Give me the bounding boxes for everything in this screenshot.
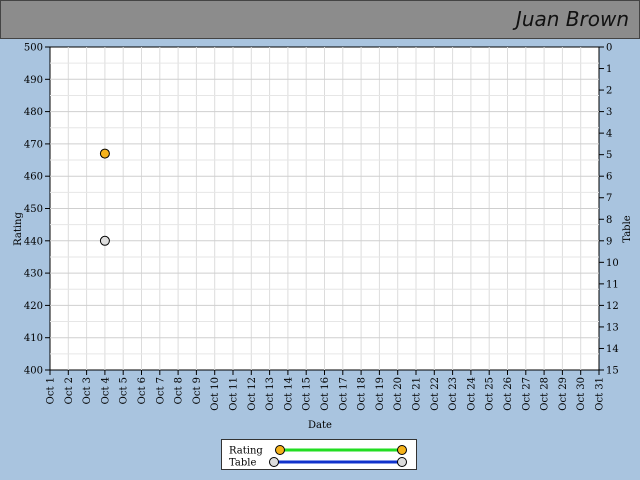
right-tick-label: 5 xyxy=(606,150,612,161)
left-tick-label: 460 xyxy=(24,172,43,183)
x-tick-label: Oct 3 xyxy=(82,377,93,404)
right-tick-label: 0 xyxy=(606,43,612,54)
x-tick-label: Oct 17 xyxy=(338,377,349,411)
left-tick-label: 430 xyxy=(24,269,43,280)
left-tick-label: 400 xyxy=(24,366,43,377)
left-tick-label: 500 xyxy=(24,43,43,54)
left-axis: 400 410 420 430 440 450 460 470 480 490 500 xyxy=(24,43,50,377)
right-tick-label: 10 xyxy=(606,258,619,269)
x-tick-label: Oct 29 xyxy=(558,377,569,411)
x-tick-label: Oct 25 xyxy=(485,377,496,411)
right-tick-label: 15 xyxy=(606,366,619,377)
x-tick-label: Oct 5 xyxy=(119,377,130,404)
x-tick-label: Oct 18 xyxy=(357,377,368,411)
x-tick-label: Oct 27 xyxy=(521,377,532,411)
x-tick-label: Oct 9 xyxy=(192,377,203,404)
point-rating xyxy=(99,148,110,159)
x-axis: Oct 1 Oct 2 Oct 3 Oct 4 Oct 5 Oct 6 Oct 7 Oct 8… xyxy=(46,370,606,411)
right-tick-label: 2 xyxy=(606,86,612,97)
x-tick-label: Oct 7 xyxy=(155,377,166,404)
left-tick-label: 420 xyxy=(24,301,43,312)
left-tick-label: 410 xyxy=(24,333,43,344)
left-tick-label: 480 xyxy=(24,107,43,118)
left-tick-label: 440 xyxy=(24,236,43,247)
x-tick-label: Oct 4 xyxy=(100,377,111,404)
data-points xyxy=(99,148,110,246)
right-tick-label: 12 xyxy=(606,301,619,312)
y-axis-label: Rating xyxy=(13,212,24,246)
x-tick-label: Oct 8 xyxy=(174,377,185,404)
right-tick-label: 4 xyxy=(606,129,612,140)
right-tick-label: 6 xyxy=(606,172,612,183)
left-tick-label: 450 xyxy=(24,204,43,215)
right-tick-label: 9 xyxy=(606,236,612,247)
x-tick-label: Oct 31 xyxy=(595,377,606,411)
x-tick-label: Oct 15 xyxy=(302,377,313,411)
legend-marker-rating xyxy=(275,445,285,455)
legend-marker-table xyxy=(269,457,279,467)
x-tick-label: Oct 26 xyxy=(503,377,514,411)
x-tick-label: Oct 28 xyxy=(540,377,551,411)
legend-label-rating: Rating xyxy=(229,446,263,457)
x-tick-label: Oct 2 xyxy=(64,377,75,404)
left-tick-label: 490 xyxy=(24,75,43,86)
right-tick-label: 13 xyxy=(606,322,619,333)
x-axis-label: Date xyxy=(308,420,332,431)
x-tick-label: Oct 6 xyxy=(137,377,148,404)
legend-label-table: Table xyxy=(229,458,256,469)
x-tick-label: Oct 10 xyxy=(210,377,221,411)
right-tick-label: 8 xyxy=(606,215,612,226)
y2-axis-label: Table xyxy=(622,215,633,242)
x-tick-label: Oct 20 xyxy=(393,377,404,411)
x-tick-label: Oct 19 xyxy=(375,377,386,411)
right-tick-label: 14 xyxy=(606,344,619,355)
x-tick-label: Oct 1 xyxy=(46,377,57,404)
right-tick-label: 11 xyxy=(606,279,619,290)
x-tick-label: Oct 30 xyxy=(576,377,587,411)
point-table xyxy=(99,235,110,246)
x-tick-label: Oct 24 xyxy=(466,377,477,411)
x-tick-label: Oct 13 xyxy=(265,377,276,411)
right-tick-label: 3 xyxy=(606,107,612,118)
legend-marker-rating xyxy=(397,445,407,455)
x-tick-label: Oct 16 xyxy=(320,377,331,411)
x-tick-label: Oct 14 xyxy=(283,377,294,411)
left-tick-label: 470 xyxy=(24,139,43,150)
x-tick-label: Oct 23 xyxy=(448,377,459,411)
right-tick-label: 1 xyxy=(606,64,612,75)
x-tick-label: Oct 22 xyxy=(430,377,441,411)
x-tick-label: Oct 11 xyxy=(229,377,240,411)
legend-marker-table xyxy=(397,457,407,467)
legend: Rating Table xyxy=(221,439,417,470)
right-tick-label: 7 xyxy=(606,193,612,204)
header-bar: Juan Brown xyxy=(0,0,640,39)
x-tick-label: Oct 21 xyxy=(412,377,423,411)
x-tick-label: Oct 12 xyxy=(247,377,258,411)
grid xyxy=(50,47,599,370)
user-name: Juan Brown xyxy=(515,7,629,31)
